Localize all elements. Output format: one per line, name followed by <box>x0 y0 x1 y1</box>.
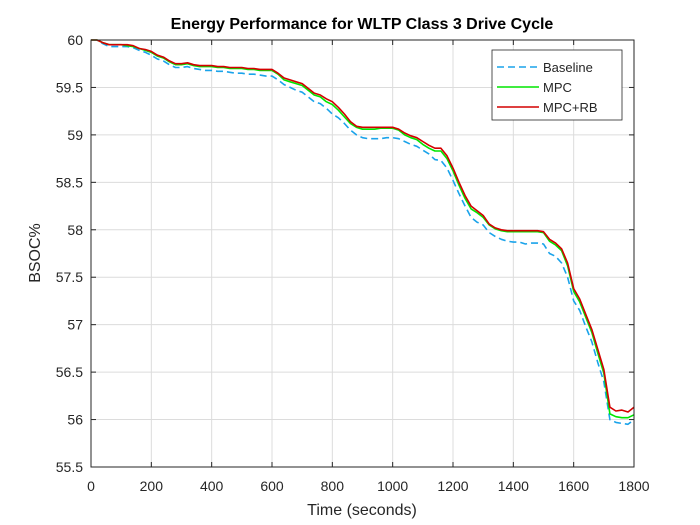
legend-entry-label: MPC+RB <box>543 100 598 115</box>
y-tick-label: 56 <box>67 412 83 428</box>
y-tick-label: 58 <box>67 222 83 238</box>
series-lines <box>91 39 635 426</box>
legend-entry-label: MPC <box>543 80 572 95</box>
x-axis-label: Time (seconds) <box>307 502 417 519</box>
series-line-mpc-rb <box>91 39 635 413</box>
x-tick-label: 400 <box>200 478 224 494</box>
y-tick-label: 59 <box>67 127 83 143</box>
y-tick-label: 56.5 <box>56 364 83 380</box>
chart-title: Energy Performance for WLTP Class 3 Driv… <box>171 16 554 33</box>
y-tick-label: 57 <box>67 317 83 333</box>
y-tick-label: 59.5 <box>56 79 83 95</box>
y-axis-ticks: 55.5 56 56.5 57 57.5 58 58.5 59 59.5 60 <box>56 32 634 475</box>
y-tick-label: 55.5 <box>56 459 83 475</box>
x-tick-label: 1400 <box>498 478 529 494</box>
y-tick-label: 57.5 <box>56 269 83 285</box>
plot-frame <box>90 39 635 468</box>
x-tick-label: 200 <box>140 478 164 494</box>
x-tick-label: 0 <box>87 478 95 494</box>
legend-entry-label: Baseline <box>543 60 593 75</box>
x-axis-ticks: 0 200 400 600 800 1000 1200 1400 1600 1800 <box>87 40 650 494</box>
y-tick-label: 58.5 <box>56 174 83 190</box>
x-tick-label: 800 <box>321 478 345 494</box>
y-axis-label: BSOC% <box>27 223 44 283</box>
legend-box <box>491 49 623 121</box>
x-tick-label: 1200 <box>437 478 468 494</box>
x-tick-label: 1000 <box>377 478 408 494</box>
x-tick-label: 1800 <box>618 478 649 494</box>
legend: Baseline MPC MPC+RB <box>491 49 623 121</box>
y-tick-label: 60 <box>67 32 83 48</box>
series-line-baseline <box>91 39 635 426</box>
x-tick-label: 1600 <box>558 478 589 494</box>
x-tick-label: 600 <box>260 478 284 494</box>
